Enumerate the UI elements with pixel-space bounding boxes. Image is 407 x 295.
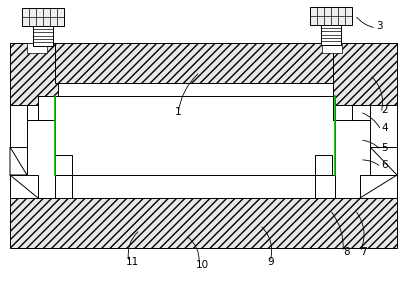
Bar <box>333 43 397 105</box>
Text: 7: 7 <box>360 247 367 257</box>
Bar <box>10 105 27 175</box>
Text: 3: 3 <box>376 21 383 31</box>
Bar <box>38 96 55 120</box>
Bar <box>352 105 370 120</box>
Bar <box>55 96 335 175</box>
Polygon shape <box>370 147 397 175</box>
Bar <box>55 155 72 175</box>
Bar <box>10 175 38 198</box>
Bar <box>27 105 45 120</box>
Bar <box>55 43 335 83</box>
Bar <box>370 105 397 175</box>
Bar <box>55 175 72 198</box>
Bar <box>10 43 58 105</box>
Bar <box>10 198 397 248</box>
Bar <box>22 8 64 26</box>
Polygon shape <box>10 147 27 175</box>
Bar <box>321 25 341 45</box>
Bar <box>27 43 47 53</box>
Text: 2: 2 <box>381 105 387 115</box>
Text: 5: 5 <box>381 143 387 153</box>
Text: 1: 1 <box>175 107 182 117</box>
Text: 8: 8 <box>343 247 350 257</box>
Text: 6: 6 <box>381 160 387 170</box>
Bar <box>315 96 332 120</box>
Text: 11: 11 <box>126 257 139 267</box>
Bar <box>360 175 397 198</box>
Bar <box>33 26 53 46</box>
Text: 9: 9 <box>267 257 274 267</box>
Text: 4: 4 <box>381 123 387 133</box>
Bar <box>315 175 335 198</box>
Bar <box>310 7 352 25</box>
Bar <box>322 43 342 53</box>
Bar <box>315 155 332 175</box>
Text: 10: 10 <box>196 260 209 270</box>
